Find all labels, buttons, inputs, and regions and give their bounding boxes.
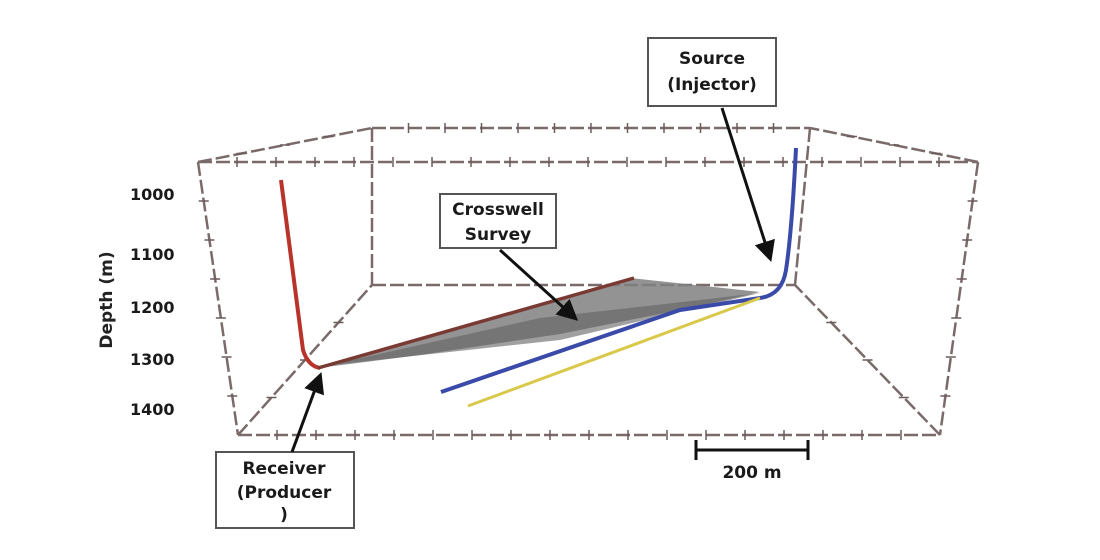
depth-tick-1000: 1000 [130,185,175,204]
depth-tick-1400: 1400 [130,400,175,419]
producer-lateral [317,276,635,370]
receiver-label-line1: Receiver [242,459,326,479]
frame-bottom-right [794,284,941,436]
crosswell-survey-shade [330,293,760,365]
source-arrow-icon [720,107,775,263]
frame-top-left [197,126,373,164]
frame-tick-marks [198,123,978,440]
scale-bar-label: 200 m [722,463,781,483]
crosswell-arrow-icon [498,248,579,321]
crosswell-label-line1: Crosswell [452,200,544,220]
offset-well [467,296,761,408]
source-label-line2: (Injector) [667,75,757,95]
frame-right-back-edge [793,127,812,286]
receiver-label-line2: (Producer [237,483,332,503]
receiver-well [279,179,321,370]
receiver-arrow-icon [290,372,325,453]
source-label-box: Source (Injector) [647,37,777,107]
depth-tick-1300: 1300 [130,350,175,369]
depth-axis-label: Depth (m) [97,251,117,348]
frame-left-front-edge [196,161,240,436]
scale-bar [694,440,810,460]
receiver-label-box: Receiver (Producer ) [215,451,355,529]
depth-tick-1100: 1100 [130,245,175,264]
source-label-line1: Source [679,49,745,69]
depth-tick-1200: 1200 [130,298,175,317]
crosswell-label-line2: Survey [465,225,531,245]
frame-right-front-edge [938,161,980,436]
receiver-label-line3: ) [280,505,288,525]
source-well [440,147,798,394]
crosswell-label-box: Crosswell Survey [439,193,557,249]
